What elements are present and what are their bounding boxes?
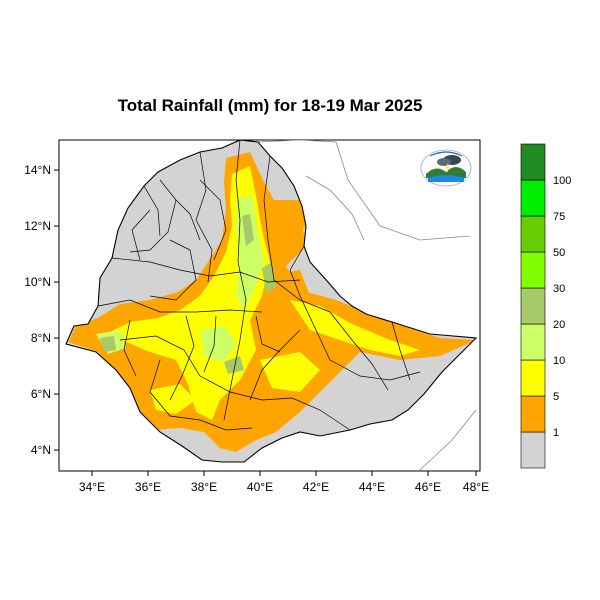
colorbar-label: 75 (553, 211, 565, 223)
colorbar-swatch (520, 359, 546, 397)
y-tick-label: 10°N (24, 275, 51, 289)
colorbar-label: 20 (553, 319, 565, 331)
colorbar-label: 30 (553, 283, 565, 295)
colorbar-swatch (520, 395, 546, 433)
map-title: Total Rainfall (mm) for 18-19 Mar 2025 (117, 96, 423, 115)
x-tick-label: 40°E (247, 480, 273, 494)
y-tick-label: 4°N (31, 443, 51, 457)
y-tick-label: 8°N (31, 331, 51, 345)
rain-zone-5-10mm (110, 166, 420, 420)
colorbar-swatch (520, 287, 546, 325)
x-tick-label: 48°E (463, 480, 489, 494)
colorbar-label: 10 (553, 355, 565, 367)
admin-borders (97, 140, 421, 431)
colorbar-swatch (520, 431, 546, 469)
colorbar-label: 100 (553, 175, 571, 187)
x-tick-label: 34°E (79, 480, 105, 494)
y-tick-label: 14°N (24, 163, 51, 177)
x-tick-label: 36°E (135, 480, 161, 494)
colorbar-swatch (520, 179, 546, 217)
rain-zone-20-30mm (100, 214, 276, 374)
colorbar-label: 50 (553, 247, 565, 259)
rainfall-colorbar: 1 5 10 20 30 50 75 100 (520, 143, 571, 469)
x-tick-label: 46°E (415, 480, 441, 494)
y-tick-label: 12°N (24, 219, 51, 233)
colorbar-swatch (520, 143, 546, 181)
colorbar-swatch (520, 251, 546, 289)
y-tick-label: 6°N (31, 387, 51, 401)
y-axis: 14°N 12°N 10°N 8°N 6°N 4°N (24, 163, 59, 457)
x-axis: 34°E 36°E 38°E 40°E 42°E 44°E 46°E 48°E (79, 471, 489, 494)
colorbar-label: 1 (553, 427, 559, 439)
ethiopia-rainfall-area (65, 139, 478, 463)
colorbar-label: 5 (553, 391, 559, 403)
x-tick-label: 42°E (303, 480, 329, 494)
colorbar-swatch (520, 215, 546, 253)
neighbor-borders (257, 140, 477, 471)
x-tick-label: 44°E (359, 480, 385, 494)
x-tick-label: 38°E (191, 480, 217, 494)
meteorology-agency-logo (420, 149, 472, 187)
colorbar-swatch (520, 323, 546, 361)
